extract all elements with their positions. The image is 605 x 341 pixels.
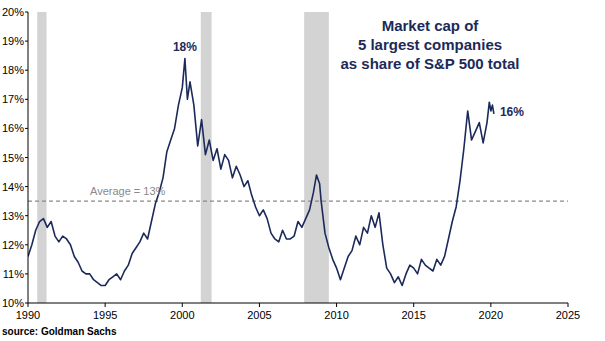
average-label: Average = 13%: [90, 185, 166, 197]
y-tick-label: 11%: [3, 268, 24, 280]
y-tick-label: 10%: [2, 297, 24, 309]
annotation: 16%: [500, 105, 524, 119]
x-tick: [259, 303, 260, 307]
y-tick-label: 15%: [2, 152, 24, 164]
y-tick-label: 16%: [2, 122, 24, 134]
y-tick-label: 19%: [2, 35, 24, 47]
y-tick: [25, 99, 28, 100]
title-line: 5 largest companies: [358, 36, 502, 53]
x-tick-label: 1990: [16, 309, 40, 321]
y-tick-label: 12%: [2, 239, 24, 251]
recession-band: [37, 12, 46, 303]
x-tick: [568, 303, 569, 307]
x-tick: [490, 303, 491, 307]
source: source: Goldman Sachs: [2, 326, 117, 337]
x-tick: [336, 303, 337, 307]
plot-area: [28, 12, 568, 303]
x-tick-label: 2015: [401, 309, 425, 321]
x-axis: [28, 303, 568, 304]
x-tick: [28, 303, 29, 307]
y-tick: [25, 244, 28, 245]
x-tick-label: 2025: [556, 309, 580, 321]
y-tick-label: 20%: [2, 6, 24, 18]
y-tick: [25, 70, 28, 71]
y-tick: [25, 41, 28, 42]
recession-band: [201, 12, 212, 303]
x-tick: [182, 303, 183, 307]
series-line: [28, 59, 494, 286]
recession-band: [304, 12, 329, 303]
annotation: 18%: [173, 40, 197, 54]
y-tick-label: 18%: [2, 64, 24, 76]
x-tick-label: 1995: [93, 309, 117, 321]
x-tick-label: 2020: [479, 309, 503, 321]
y-tick: [25, 273, 28, 274]
average-line: [28, 201, 568, 202]
x-tick: [413, 303, 414, 307]
x-tick-label: 2010: [324, 309, 348, 321]
x-tick: [105, 303, 106, 307]
y-tick: [25, 12, 28, 13]
y-tick: [25, 157, 28, 158]
title: Market cap of 5 largest companies as share…: [341, 17, 520, 72]
y-tick: [25, 215, 28, 216]
y-tick-label: 14%: [2, 181, 24, 193]
title-line: Market cap of: [382, 17, 480, 34]
y-tick: [25, 186, 28, 187]
y-tick: [25, 128, 28, 129]
chart: 10% 11% 12% 13% 14% 15% 16% 17% 18% 19% 20% 1990 199…: [0, 0, 605, 341]
y-tick-label: 17%: [2, 93, 24, 105]
y-tick-label: 13%: [2, 210, 24, 222]
x-tick-label: 2000: [170, 309, 194, 321]
title-line: as share of S&P 500 total: [341, 55, 520, 72]
x-tick-label: 2005: [247, 309, 271, 321]
